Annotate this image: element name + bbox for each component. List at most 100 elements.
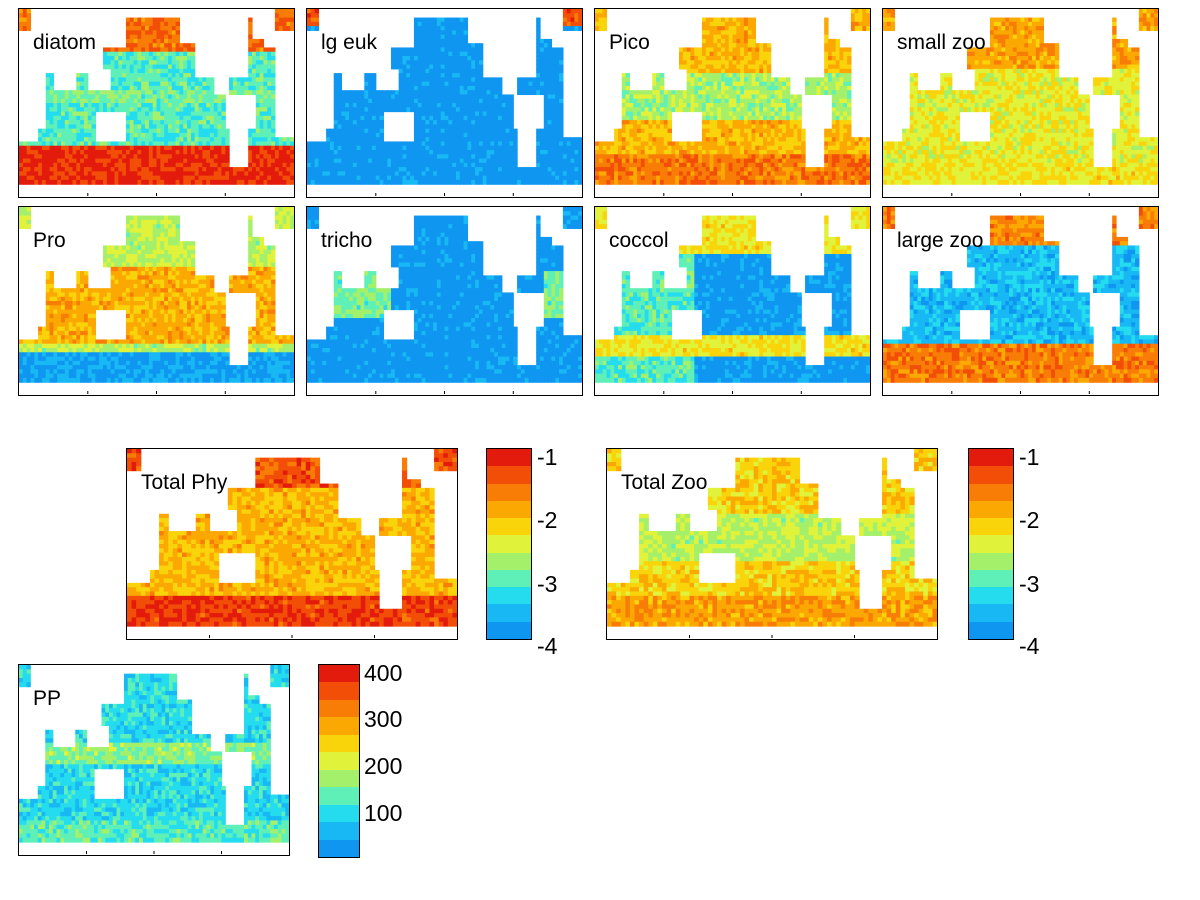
map-cell [713,98,718,104]
map-cell [701,81,707,87]
map-cell [30,175,35,181]
map-cell [356,158,362,164]
map-cell [232,175,238,181]
map-cell [421,90,426,96]
map-cell [555,94,560,100]
map-cell [137,162,142,168]
map-cell [566,167,572,172]
map-cell [379,98,384,104]
map-cell [175,26,181,31]
map-cell [452,103,457,108]
map-cell [164,137,169,143]
map-cell [448,34,453,40]
map-cell [648,111,653,117]
map-cell [559,137,564,143]
map-cell [106,179,112,185]
map-cell [379,171,384,177]
map-cell [452,171,457,177]
map-cell [217,120,223,125]
map-cell [566,154,572,160]
map-cell [183,145,188,151]
map-cell [728,128,734,134]
map-cell [322,175,327,181]
map-cell [95,167,100,172]
map-cell [652,90,657,96]
map-cell [517,90,522,96]
map-cell [83,98,89,104]
map-cell [263,81,268,87]
map-cell [387,90,392,96]
map-cell [743,120,749,125]
map-cell [728,64,734,70]
map-cell [425,60,430,66]
map-cell [64,94,70,100]
map-cell [217,179,223,185]
map-cell [41,141,47,147]
map-cell [160,38,165,44]
map-cell [394,150,400,155]
map-cell [175,115,181,121]
map-cell [602,145,608,151]
map-cell [314,175,320,181]
map-cell [797,141,802,147]
map-cell [255,167,261,172]
map-cell [763,137,768,143]
map-cell [543,179,549,185]
map-cell [721,158,726,164]
map-cell [847,137,852,143]
map-cell [452,56,457,61]
map-cell [785,154,791,160]
map-cell [736,107,741,113]
map-cell [137,150,142,155]
map-cell [570,21,575,27]
map-cell [793,128,799,134]
map-cell [187,111,192,117]
map-cell [314,26,320,31]
map-cell [137,167,142,172]
map-cell [747,56,753,61]
map-cell [267,77,272,83]
map-cell [72,167,77,172]
map-cell [371,107,377,113]
map-cell [843,64,848,70]
map-cell [76,115,81,121]
map-cell [394,141,400,147]
map-cell [797,128,802,134]
map-cell [259,85,265,91]
map-cell [532,175,537,181]
map-cell [251,145,257,151]
map-cell [459,98,465,104]
map-cell [160,145,165,151]
map-cell [709,158,714,164]
map-cell [637,132,642,138]
map-cell [68,167,74,172]
map-cell [770,85,776,91]
map-cell [701,137,707,143]
map-cell [440,98,446,104]
map-cell [413,51,419,57]
map-cell [137,21,142,27]
map-cell [179,179,184,185]
map-cell [26,9,32,14]
map-cell [122,154,127,160]
map-cell [640,94,646,100]
map-cell [251,64,257,70]
map-cell [698,56,703,61]
map-cell [271,124,276,130]
map-cell [322,150,327,155]
map-cell [53,103,58,108]
map-cell [406,68,411,74]
map-cell [751,141,757,147]
map-cell [839,154,844,160]
map-cell [417,77,423,83]
map-cell [659,158,665,164]
map-cell [839,137,844,143]
map-cell [333,137,339,143]
map-cell [322,145,327,151]
map-cell [398,51,404,57]
map-cell [621,73,627,78]
map-cell [640,150,646,155]
map-cell [30,179,35,185]
map-cell [307,141,312,147]
map-cell [452,162,457,168]
